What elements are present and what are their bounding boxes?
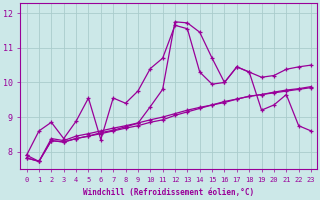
X-axis label: Windchill (Refroidissement éolien,°C): Windchill (Refroidissement éolien,°C) [83,188,254,197]
